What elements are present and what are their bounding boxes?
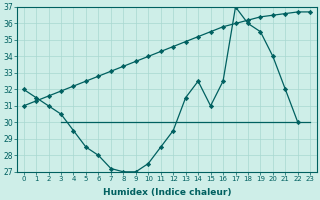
X-axis label: Humidex (Indice chaleur): Humidex (Indice chaleur)	[103, 188, 231, 197]
